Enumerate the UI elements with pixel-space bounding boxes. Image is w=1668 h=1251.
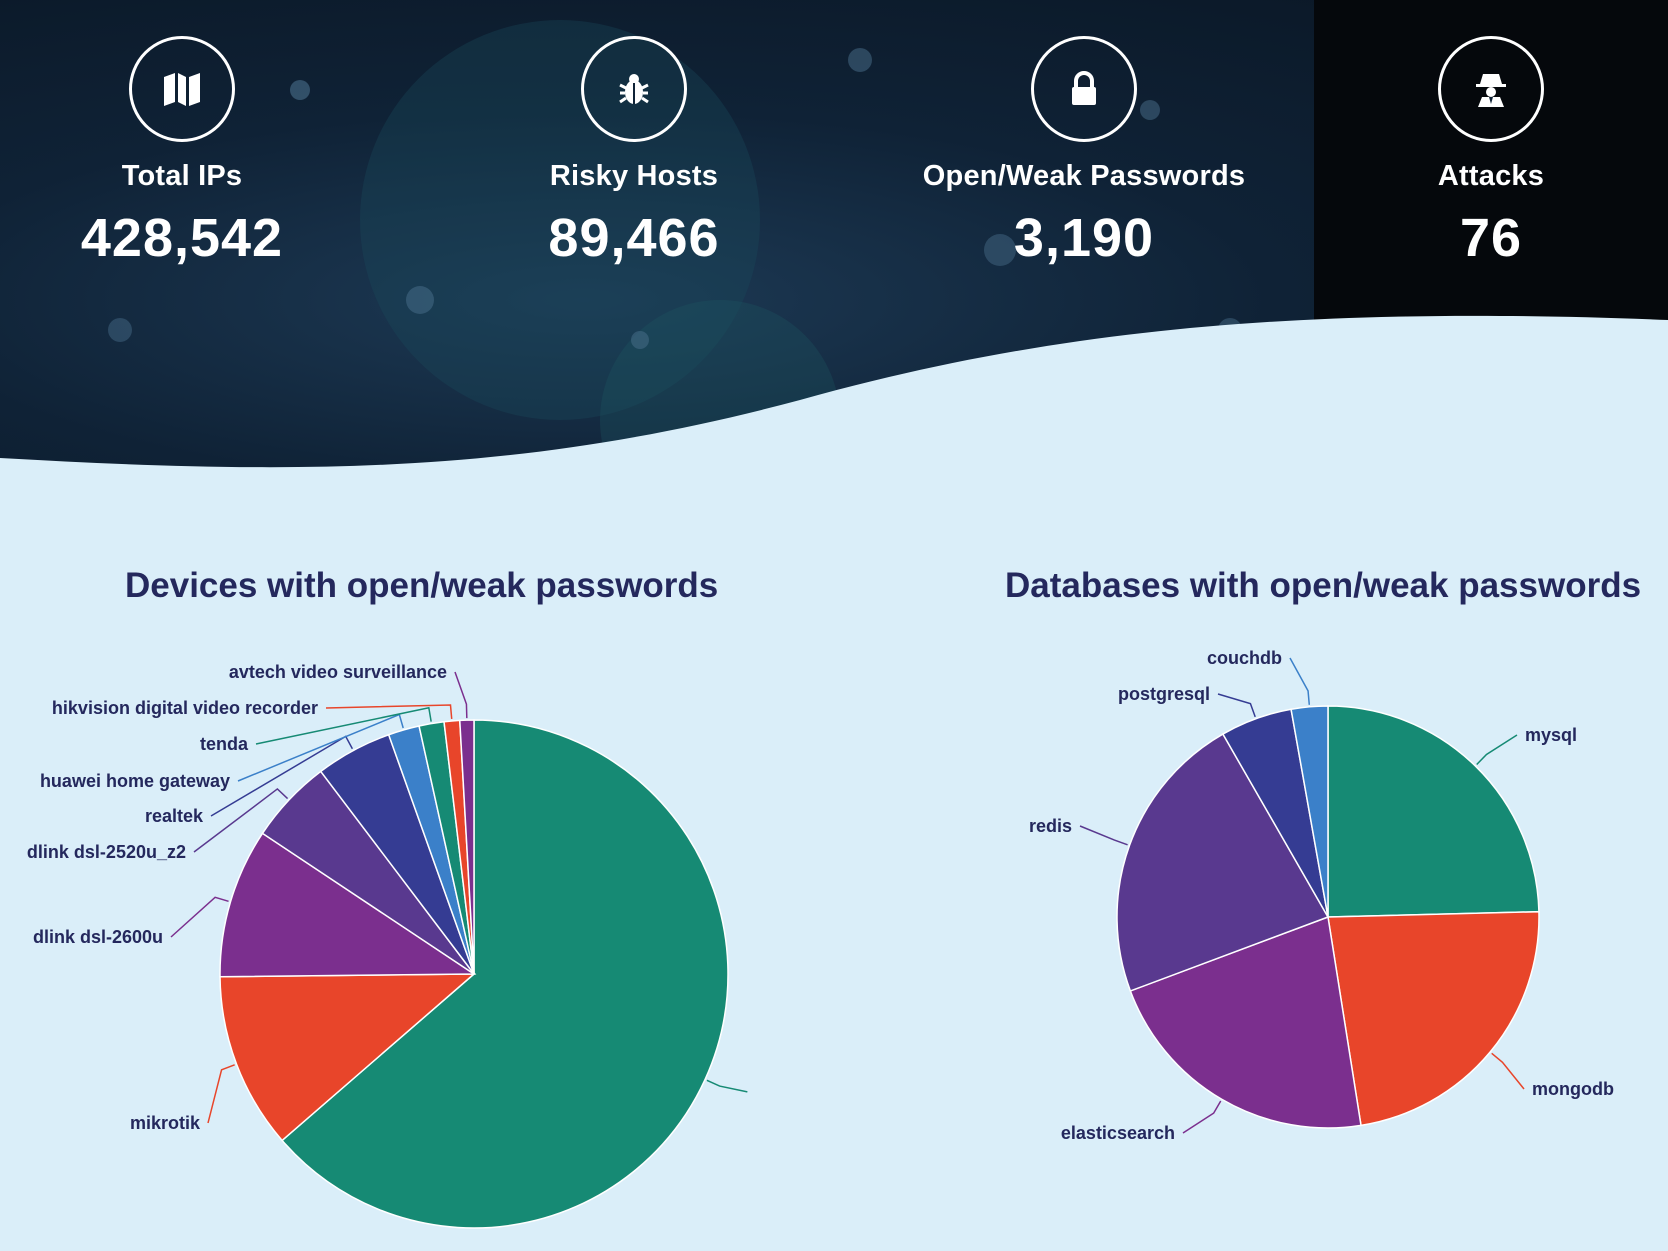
pie-label-couchdb: couchdb: [1207, 648, 1282, 668]
stat-value: 89,466: [548, 208, 720, 268]
stat-total-ips: Total IPs 428,542: [2, 36, 362, 269]
hero-banner: Total IPs 428,542 Risky Hosts 89,466 Ope…: [0, 0, 1668, 500]
pie-leader-line: [193, 787, 289, 853]
pie-leader-line: [1182, 1100, 1222, 1134]
pie-leader-line: [1217, 693, 1256, 718]
stat-attacks: Attacks 76: [1311, 36, 1668, 269]
stat-risky-hosts: Risky Hosts 89,466: [454, 36, 814, 269]
stat-label: Attacks: [1437, 160, 1545, 192]
bug-icon: [581, 36, 687, 142]
pie-label-tenda: tenda: [200, 734, 249, 754]
devices-chart-title: Devices with open/weak passwords: [125, 566, 719, 605]
databases-chart-title: Databases with open/weak passwords: [1005, 566, 1642, 605]
pie-label-redis: redis: [1029, 816, 1072, 836]
pie-label-postgresql: postgresql: [1118, 684, 1210, 704]
pie-label-huawei-home-gateway: huawei home gateway: [40, 771, 230, 791]
pie-leader-line: [454, 671, 468, 719]
stat-value: 428,542: [80, 208, 284, 268]
pie-leader-line: [1079, 825, 1128, 846]
lock-icon: [1031, 36, 1137, 142]
pie-label-hikvision-digital-video-recorder: hikvision digital video recorder: [52, 698, 318, 718]
databases-pie-chart: mysql mongodb elasticsearch redis postgresql…: [1029, 648, 1614, 1143]
pie-label-realtek: realtek: [145, 806, 204, 826]
pie-label-dlink-dsl-2520u-z2: dlink dsl-2520u_z2: [27, 842, 186, 862]
pie-slice-couchdb[interactable]: [1290, 705, 1329, 918]
pie-leader-line: [1476, 734, 1518, 766]
stat-open-weak-passwords: Open/Weak Passwords 3,190: [904, 36, 1264, 269]
pie-slice-mongodb[interactable]: [1327, 910, 1540, 1127]
map-icon: [129, 36, 235, 142]
wave-divider: [0, 315, 1668, 500]
pie-leader-line: [706, 1079, 748, 1093]
pie-leader-line: [255, 706, 432, 745]
pie-slice-mikrotik[interactable]: [219, 973, 477, 1142]
pie-slice-mysql[interactable]: [1327, 705, 1540, 918]
stat-value: 3,190: [1013, 208, 1155, 268]
pie-slice-dlink-dsl-2600u[interactable]: [219, 832, 477, 978]
pie-label-mysql: mysql: [1525, 725, 1577, 745]
pie-leader-line: [1289, 657, 1311, 705]
pie-label-dlink-dsl-2600u: dlink dsl-2600u: [33, 927, 163, 947]
pie-label-mongodb: mongodb: [1532, 1079, 1614, 1099]
stat-label: Risky Hosts: [549, 160, 719, 192]
pie-slice-avtech-video-surveillance[interactable]: [458, 719, 475, 975]
pie-label-avtech-video-surveillance: avtech video surveillance: [229, 662, 447, 682]
stat-label: Total IPs: [121, 160, 243, 192]
pie-leader-line: [207, 1064, 235, 1124]
pie-leader-line: [1491, 1052, 1525, 1090]
pie-slice-redis[interactable]: [1116, 733, 1330, 992]
stat-label: Open/Weak Passwords: [922, 160, 1246, 192]
pie-leader-line: [325, 704, 453, 720]
pie-leader-line: [170, 896, 229, 938]
pie-slice-unlabeled[interactable]: [281, 719, 729, 1229]
devices-pie-chart: mikrotik dlink dsl-2600u dlink dsl-2520u_z…: [27, 662, 748, 1229]
pie-label-mikrotik: mikrotik: [130, 1113, 201, 1133]
stat-value: 76: [1459, 208, 1523, 268]
pie-label-elasticsearch: elasticsearch: [1061, 1123, 1175, 1143]
spy-icon: [1438, 36, 1544, 142]
